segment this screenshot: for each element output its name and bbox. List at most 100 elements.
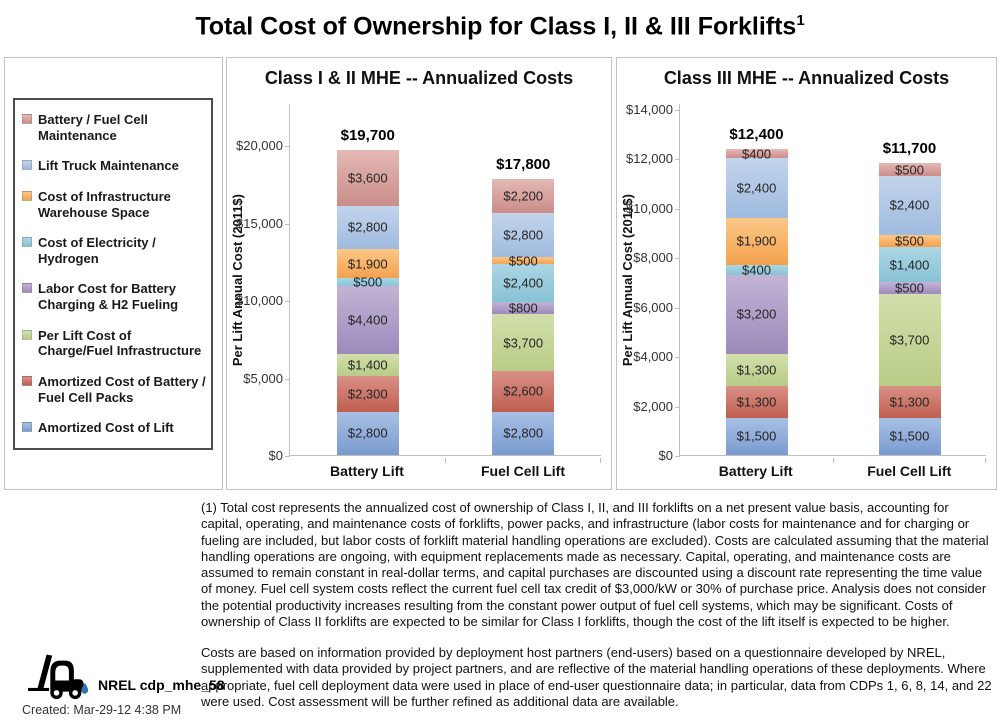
segment-value-label: $1,300: [736, 362, 777, 378]
legend-item-label: Cost of Infrastructure Warehouse Space: [38, 188, 171, 220]
category-label: Battery Lift: [330, 463, 404, 479]
legend-panel: Battery / Fuel Cell Maintenance Lift Truc…: [4, 57, 223, 490]
segment-value-label: $1,300: [736, 394, 777, 410]
y-tick-mark: [675, 357, 680, 359]
legend-item-label: Battery / Fuel Cell Maintenance: [38, 112, 148, 143]
y-tick-label: $8,000: [633, 250, 673, 266]
y-axis-label: Per Lift Annual Cost (2011$): [229, 193, 245, 367]
category-label: Fuel Cell Lift: [481, 463, 565, 479]
y-tick-label: $2,000: [633, 398, 673, 414]
segment-value-label: $500: [895, 233, 924, 249]
legend-item-label: Cost of Electricity / Hydrogen: [38, 234, 156, 266]
bar-segment: $400: [725, 146, 788, 162]
bar-segment: $800: [492, 300, 555, 316]
segment-value-label: $2,800: [347, 425, 388, 441]
bar-segment: $2,800: [492, 411, 555, 455]
segment-value-label: $1,400: [347, 357, 388, 373]
bar-total-label: $11,700: [882, 140, 937, 158]
legend-item-label: Lift Truck Maintenance: [38, 158, 179, 174]
segment-value-label: $2,600: [503, 383, 544, 399]
segment-value-label: $2,300: [347, 386, 388, 402]
segment-value-label: $400: [742, 262, 771, 278]
bar-total-label: $19,700: [340, 126, 395, 144]
segment-value-label: $2,200: [503, 188, 544, 204]
legend-swatch-icon: [22, 329, 32, 340]
legend-box: Battery / Fuel Cell Maintenance Lift Truc…: [13, 98, 213, 450]
bar-segment: $2,200: [492, 179, 555, 214]
bar-segment: $1,400: [878, 247, 941, 283]
y-tick-label: $15,000: [236, 215, 283, 231]
legend-swatch-icon: [22, 422, 32, 433]
segment-value-label: $500: [508, 253, 538, 269]
segment-value-label: $3,200: [736, 306, 777, 322]
y-tick-mark: [675, 456, 680, 457]
bar-battery-lift: $2,800 $2,300 $1,400 $4,400 $500 $1,900 $2,800…: [336, 127, 399, 455]
bar-total-label: $17,800: [496, 156, 551, 174]
bar-segment: $400: [725, 262, 788, 278]
footnote-1: (1) Total cost represents the annualized…: [201, 500, 989, 629]
bar-segment: $1,300: [878, 385, 941, 418]
legend-item-label: Labor Cost for Battery Charging & H2 Fue…: [38, 281, 179, 313]
legend-item: Lift Truck Maintenance: [22, 158, 207, 174]
segment-value-label: $800: [508, 300, 538, 316]
segment-value-label: $3,700: [503, 335, 544, 351]
footnote-2: Costs are based on information provided …: [201, 645, 992, 709]
segment-value-label: $2,800: [503, 227, 544, 243]
segment-value-label: $400: [742, 146, 771, 162]
segment-value-label: $3,700: [889, 332, 930, 348]
bar-total-label: $12,400: [729, 125, 784, 143]
bar-segment: $500: [878, 280, 941, 296]
segment-value-label: $2,800: [347, 219, 388, 235]
legend-swatch-icon: [22, 236, 32, 247]
bar-segment: $1,900: [336, 248, 399, 279]
segment-value-label: $500: [353, 274, 383, 290]
bar-segment: $2,600: [492, 371, 555, 412]
legend-item: Cost of Electricity / Hydrogen: [22, 235, 207, 267]
category-axis: Battery Lift Fuel Cell Lift: [679, 458, 986, 486]
y-tick-mark: [675, 307, 680, 309]
chart-class-3: Class III MHE -- Annualized Costs Per Li…: [616, 57, 997, 490]
segment-value-label: $1,500: [736, 428, 777, 444]
bar-segment: $2,800: [336, 205, 399, 249]
y-tick-mark: [675, 406, 680, 408]
legend-item-label: Amortized Cost of Lift: [38, 420, 174, 436]
plot-area: $2,800 $2,300 $1,400 $4,400 $500 $1,900 $2,800…: [289, 104, 601, 456]
bar-segment: $1,900: [725, 217, 788, 265]
category-axis: Battery Lift Fuel Cell Lift: [289, 458, 601, 486]
bar-segment: $2,400: [725, 158, 788, 218]
legend-swatch-icon: [22, 160, 32, 171]
legend-item: Battery / Fuel Cell Maintenance: [22, 112, 207, 144]
segment-value-label: $1,500: [889, 428, 930, 444]
y-tick-mark: [285, 146, 290, 147]
legend-swatch-icon: [22, 283, 32, 294]
legend-item: Labor Cost for Battery Charging & H2 Fue…: [22, 281, 207, 313]
segment-value-label: $1,900: [736, 233, 777, 249]
chart-class-1-2: Class I & II MHE -- Annualized Costs Per…: [226, 57, 612, 490]
segment-value-label: $2,800: [503, 425, 544, 441]
category-label: Battery Lift: [718, 463, 793, 479]
chart-title: Class III MHE -- Annualized Costs: [663, 68, 950, 88]
bar-segment: $2,800: [492, 213, 555, 257]
segment-value-label: $500: [895, 280, 924, 296]
legend-item: Amortized Cost of Lift: [22, 420, 207, 436]
bar-segment: $500: [878, 233, 941, 249]
footnotes: (1) Total cost represents the annualized…: [201, 500, 993, 710]
category-label: Fuel Cell Lift: [867, 463, 952, 479]
segment-value-label: $1,900: [347, 256, 388, 272]
page-title: Total Cost of Ownership for Class I, II …: [0, 12, 1000, 41]
stamp-label: NREL cdp_mhe_58: [98, 677, 225, 693]
bar-segment: $4,400: [336, 286, 399, 355]
bar-segment: $1,300: [725, 353, 788, 386]
legend-swatch-icon: [22, 375, 32, 386]
stamp-created: Created: Mar-29-12 4:38 PM: [22, 703, 182, 717]
bar-segment: $1,400: [336, 354, 399, 376]
page-title-superscript: 1: [796, 12, 805, 29]
plot-area: $1,500 $1,300 $1,300 $3,200 $400 $1,900 $2,400…: [679, 104, 986, 456]
bar-segment: $3,700: [492, 313, 555, 372]
y-tick-label: $10,000: [236, 293, 283, 308]
segment-value-label: $4,400: [347, 312, 388, 328]
y-tick-label: $5,000: [243, 370, 283, 386]
segment-value-label: $2,400: [889, 197, 930, 213]
y-tick-mark: [675, 208, 680, 210]
